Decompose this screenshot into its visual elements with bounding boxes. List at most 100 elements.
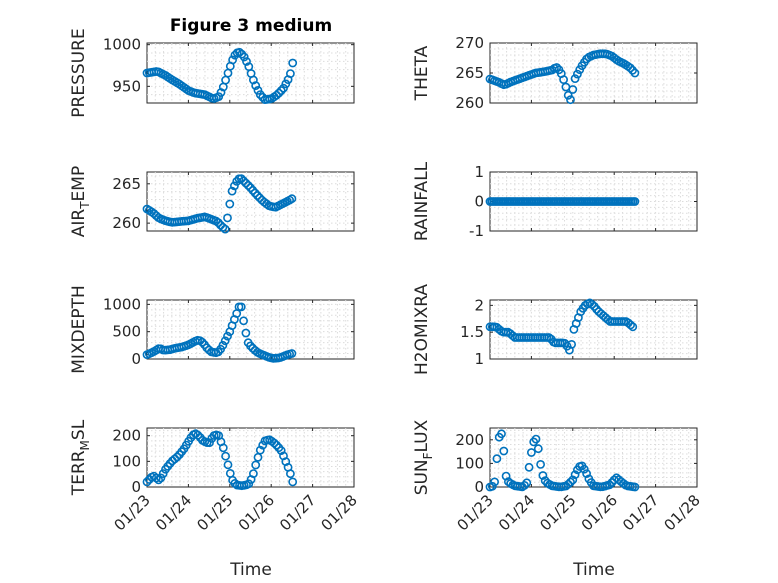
data-point — [272, 90, 281, 100]
data-point — [228, 55, 237, 65]
data-point — [218, 340, 228, 350]
y-axis-label: TERRMSL — [69, 419, 92, 496]
data-point — [218, 443, 228, 453]
x-axis-label-right: Time — [572, 560, 615, 580]
data-point — [497, 429, 506, 439]
data-point — [487, 481, 497, 491]
data-point — [251, 81, 261, 90]
data-point — [538, 471, 548, 480]
series-markers — [142, 302, 297, 363]
data-point — [288, 477, 298, 487]
data-point — [288, 58, 298, 68]
y-axis-label: THETA — [412, 45, 432, 101]
y-tick-label: 1 — [474, 163, 484, 181]
data-point — [630, 68, 640, 78]
x-tick-label: 01/24 — [495, 491, 538, 534]
x-tick-label: 01/23 — [454, 491, 497, 534]
x-tick-label: 01/25 — [536, 491, 579, 534]
panel-theta: 260 265 270 THETA — [412, 34, 698, 112]
x-tick-label: 01/24 — [152, 491, 195, 534]
data-point — [243, 180, 253, 190]
y-tick-label: 265 — [455, 64, 484, 82]
y-tick-label: 260 — [112, 214, 141, 232]
data-point — [531, 434, 541, 444]
series-markers — [142, 47, 298, 104]
data-point — [490, 477, 499, 487]
data-point — [229, 181, 239, 191]
data-point — [625, 63, 635, 73]
data-point — [172, 452, 182, 462]
data-point — [279, 83, 288, 93]
data-point — [630, 197, 640, 206]
data-point — [220, 336, 230, 346]
data-point — [239, 316, 248, 326]
data-point — [244, 479, 254, 489]
data-point — [287, 194, 297, 204]
y-tick-label: 260 — [455, 94, 484, 112]
data-point — [154, 475, 163, 485]
y-axis-label: PRESSURE — [69, 28, 89, 117]
y-tick-label: 0 — [131, 350, 141, 368]
data-point — [227, 186, 237, 196]
data-point — [573, 69, 582, 79]
y-tick-label: 100 — [112, 452, 141, 470]
y-tick-label: 950 — [112, 77, 141, 95]
data-point — [563, 479, 573, 489]
data-point — [628, 322, 638, 332]
panel-pressure: 950 1000 PRESSURE — [69, 28, 355, 118]
data-point — [251, 460, 261, 470]
y-axis-label: SUNFLUX — [412, 419, 435, 495]
data-point — [605, 480, 614, 490]
y-tick-label: 0 — [474, 478, 484, 496]
data-point — [579, 464, 589, 474]
data-point — [582, 469, 591, 478]
panel-h2omixra: 1 1.5 2 H2OMIXRA — [412, 284, 698, 375]
data-point — [570, 470, 580, 480]
data-point — [524, 462, 534, 472]
y-axis-label: AIRTEMP — [69, 166, 92, 237]
x-tick-label: 01/28 — [661, 491, 704, 534]
data-point — [592, 304, 601, 314]
data-point — [566, 95, 575, 105]
x-tick-label: 01/26 — [578, 491, 621, 534]
data-point — [223, 331, 232, 341]
data-point — [567, 339, 576, 349]
y-tick-label: 500 — [112, 323, 141, 341]
y-tick-label: 0 — [131, 478, 141, 496]
data-point — [225, 199, 235, 209]
data-point — [552, 63, 562, 72]
series-markers — [485, 298, 638, 355]
y-tick-label: 200 — [112, 427, 141, 445]
data-point — [221, 451, 230, 461]
panel-mixdepth: 0 500 1000 MIXDEPTH — [69, 285, 355, 374]
y-axis-label: RAINFALL — [412, 161, 432, 241]
y-axis-label: MIXDEPTH — [69, 285, 89, 374]
data-point — [236, 302, 246, 312]
x-tick-label: 01/26 — [235, 491, 278, 534]
data-point — [262, 199, 271, 209]
y-tick-label: 2 — [474, 296, 484, 314]
x-tick-label: 01/28 — [318, 491, 361, 534]
data-point — [236, 174, 246, 183]
x-axis-label-left: Time — [229, 560, 272, 580]
data-point — [276, 86, 286, 95]
x-tick-label: 01/27 — [276, 491, 319, 534]
data-point — [274, 88, 284, 98]
data-point — [252, 191, 262, 200]
data-point — [220, 224, 230, 234]
data-point — [235, 47, 244, 57]
data-point — [536, 459, 545, 469]
data-point — [563, 90, 573, 100]
data-point — [630, 482, 640, 492]
panel-air_temp: 260 265 AIRTEMP — [69, 166, 355, 237]
data-point — [492, 454, 502, 464]
data-point — [151, 473, 161, 483]
data-point — [223, 460, 233, 470]
data-point — [269, 438, 279, 448]
data-point — [533, 444, 543, 454]
data-point — [255, 193, 265, 203]
data-point — [205, 438, 214, 448]
figure-title: Figure 3 medium — [170, 16, 332, 36]
